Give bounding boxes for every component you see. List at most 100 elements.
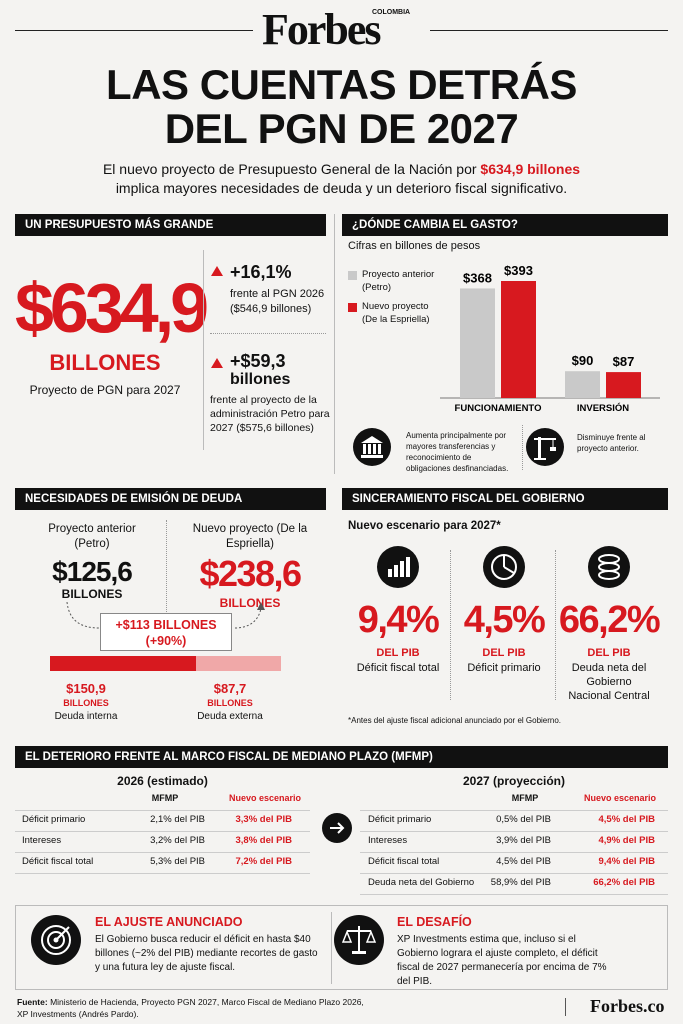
column-header: Nuevo escenario [228,793,302,803]
legend: Proyecto anterior (Petro) Nuevo proyecto … [348,268,448,332]
divider [565,998,566,1016]
table-cell: Intereses [368,835,408,846]
table-cell: 66,2% del PIB [593,877,655,888]
section-heading: NECESIDADES DE EMISIÓN DE DEUDA [15,488,326,510]
row-rule [360,894,668,895]
column-header: MFMP [151,793,179,803]
up-triangle [211,266,223,276]
box-heading: EL DESAFÍO [397,915,472,929]
table-cell: 3,9% del PIB [496,835,551,846]
source: Fuente: Ministerio de Hacienda, Proyecto… [17,996,377,1020]
row-rule [15,873,310,874]
arrow-icon [322,813,352,843]
bar-segment [196,656,281,671]
table-title: 2026 (estimado) [117,774,208,788]
debt-label: Proyecto anterior (Petro) [48,523,136,550]
debt-amount: $125,6 [52,556,133,587]
divider [522,425,523,470]
fiscal-item: 9,4% DEL PIB Déficit fiscal total [346,545,450,675]
icon [353,428,391,466]
table-cell: 3,3% del PIB [235,814,293,825]
box-text: XP Investments estima que, incluso si el… [397,934,607,987]
icon [346,545,450,595]
table-cell: Déficit primario [368,814,432,825]
legend-label: Proyecto anterior (Petro) [362,269,435,293]
segment-labels: $150,9 BILLONES Deuda interna $87,7 BILLONES… [0,681,330,731]
fiscal-value: 9,4% [357,599,440,641]
up-triangle [211,358,223,368]
divider [331,912,332,984]
table: 2026 (estimado) MFMP Nuevo escenario Défici… [15,774,310,874]
change-detail: frente al proyecto de la administración … [210,394,330,434]
brand: Forbes [262,5,382,54]
intro-text: El nuevo proyecto de Presupuesto General… [102,161,481,177]
row-rule [360,873,668,874]
table-cell: 4,5% del PIB [496,856,551,867]
table-cell: Déficit primario [22,814,86,825]
bar [606,372,641,398]
debt-unit: BILLONES [61,587,123,601]
segment-unit: BILLONES [207,698,253,708]
icon-graphic [377,546,419,588]
fiscal-label: Deuda neta del Gobierno Nacional Central [568,662,650,702]
section-heading: UN PRESUPUESTO MÁS GRANDE [15,214,326,236]
box-frame [15,905,668,990]
icon [526,428,564,466]
fiscal-unit: DEL PIB [482,647,526,659]
table-cell: Intereses [22,835,62,846]
divider [334,214,335,474]
difference: +$113 BILLONES [115,618,217,632]
table-cell: 4,9% del PIB [598,835,656,846]
change-value: +$59,3 [230,351,286,371]
fiscal-subtitle: Nuevo escenario para 2027* [348,520,501,532]
icon-graphic [588,546,630,588]
difference-box: +$113 BILLONES (+90%) [100,613,232,651]
icon [452,545,556,595]
stacked-bar [50,656,281,671]
change-unit: billones [230,371,291,388]
row-rule [360,852,668,853]
intro: El nuevo proyecto de Presupuesto General… [0,160,683,198]
bar [501,281,536,398]
table-cell: 58,9% del PIB [490,877,551,888]
debt-unit: BILLONES [219,596,281,610]
fiscal-value: 4,5% [463,599,546,641]
fiscal-unit: DEL PIB [376,647,420,659]
table-cell: 3,8% del PIB [235,835,293,846]
title: LAS CUENTAS DETRÁS [106,61,577,108]
legend-swatch [348,303,357,312]
change-detail: frente al PGN 2026 ($546,9 billones) [230,288,325,315]
title: DEL PGN DE 2027 [164,105,519,152]
row-rule [15,810,310,811]
source-text: Ministerio de Hacienda, Proyecto PGN 202… [17,997,364,1019]
segment-name: Deuda externa [197,711,263,722]
segment-unit: BILLONES [63,698,109,708]
table-cell: Deuda neta del Gobierno [368,877,475,888]
table-cell: Déficit fiscal total [368,856,440,867]
intro-highlight: $634,9 billones [480,161,581,177]
fiscal-item: 66,2% DEL PIB Deuda neta del Gobierno Naci… [557,545,661,703]
section-heading: EL DETERIORO FRENTE AL MARCO FISCAL DE M… [15,746,668,768]
segment-value: $150,9 [66,681,106,696]
value-label: $87 [613,354,635,369]
note: Aumenta principalmente por mayores trans… [406,431,509,473]
divider [203,250,204,450]
fiscal-item: 4,5% DEL PIB Déficit primario [452,545,556,675]
table-cell: 3,2% del PIB [150,835,205,846]
icon [557,545,661,595]
fiscal-value: 66,2% [558,599,661,641]
budget-caption: Proyecto de PGN para 2027 [29,383,181,397]
divider [166,520,167,612]
debt-amount: $238,6 [199,553,302,594]
divider [450,550,451,700]
budget-unit: BILLONES [49,350,161,375]
value-label: $90 [572,353,594,368]
category-label: FUNCIONAMIENTO [455,403,542,414]
category-label: INVERSIÓN [577,402,629,414]
column-header: Nuevo escenario [583,793,657,803]
note: Disminuye frente al proyecto anterior. [577,433,646,453]
rule [430,30,668,31]
table-cell: 5,3% del PIB [150,856,205,867]
bar-segment [50,656,197,671]
